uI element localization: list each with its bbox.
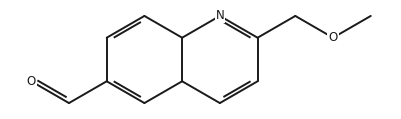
Text: N: N [215, 9, 224, 22]
Text: O: O [328, 31, 337, 44]
Text: O: O [26, 75, 36, 88]
